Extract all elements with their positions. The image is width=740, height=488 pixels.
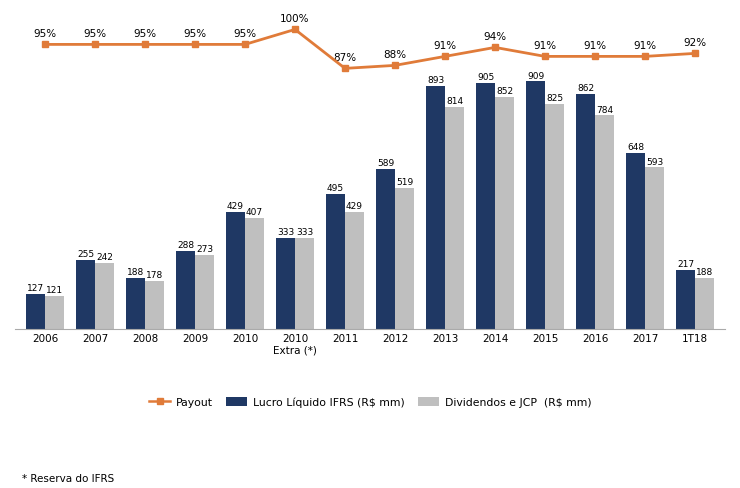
Bar bbox=[476, 83, 495, 329]
Bar bbox=[626, 153, 645, 329]
Text: 178: 178 bbox=[146, 270, 163, 279]
Text: 519: 519 bbox=[396, 177, 413, 186]
Text: * Reserva do IFRS: * Reserva do IFRS bbox=[22, 473, 115, 483]
Bar bbox=[595, 116, 614, 329]
Text: 95%: 95% bbox=[233, 28, 257, 39]
Text: 784: 784 bbox=[596, 105, 613, 114]
Bar bbox=[245, 219, 264, 329]
Text: 88%: 88% bbox=[383, 49, 406, 60]
Text: 905: 905 bbox=[477, 73, 494, 81]
Text: 188: 188 bbox=[696, 267, 713, 276]
Bar bbox=[445, 108, 464, 329]
Bar bbox=[426, 87, 445, 329]
Text: 862: 862 bbox=[577, 84, 594, 93]
Text: 87%: 87% bbox=[334, 52, 357, 62]
Bar bbox=[676, 270, 695, 329]
Bar bbox=[395, 188, 414, 329]
Text: 333: 333 bbox=[296, 228, 313, 237]
Bar bbox=[576, 95, 595, 329]
Text: 407: 407 bbox=[246, 208, 263, 217]
Text: 95%: 95% bbox=[84, 28, 107, 39]
Text: 273: 273 bbox=[196, 244, 213, 253]
Text: 127: 127 bbox=[27, 284, 44, 293]
Text: 909: 909 bbox=[527, 71, 544, 81]
Text: 852: 852 bbox=[496, 87, 513, 96]
Bar bbox=[45, 296, 64, 329]
Text: 648: 648 bbox=[627, 142, 644, 151]
Text: 814: 814 bbox=[446, 97, 463, 106]
Text: 255: 255 bbox=[77, 249, 94, 258]
Text: 429: 429 bbox=[346, 202, 363, 211]
Text: 121: 121 bbox=[46, 285, 63, 295]
Text: 333: 333 bbox=[277, 228, 294, 237]
Text: 91%: 91% bbox=[583, 41, 607, 50]
Bar bbox=[376, 169, 395, 329]
Bar bbox=[95, 264, 114, 329]
Bar bbox=[145, 281, 164, 329]
Legend: Payout, Lucro Líquido IFRS (R$ mm), Dividendos e JCP  (R$ mm): Payout, Lucro Líquido IFRS (R$ mm), Divi… bbox=[144, 392, 596, 411]
Bar bbox=[645, 168, 664, 329]
Bar bbox=[126, 278, 145, 329]
Text: 893: 893 bbox=[427, 76, 444, 85]
Text: 288: 288 bbox=[177, 240, 194, 249]
Text: 95%: 95% bbox=[133, 28, 157, 39]
Bar bbox=[545, 105, 564, 329]
Text: 593: 593 bbox=[646, 157, 663, 166]
Text: 242: 242 bbox=[96, 253, 113, 262]
Text: 91%: 91% bbox=[534, 41, 556, 50]
Text: 94%: 94% bbox=[483, 32, 507, 41]
Text: 91%: 91% bbox=[434, 41, 457, 50]
Text: 495: 495 bbox=[327, 184, 344, 193]
Bar bbox=[695, 278, 714, 329]
Text: 100%: 100% bbox=[280, 14, 310, 23]
Bar bbox=[76, 260, 95, 329]
Text: 217: 217 bbox=[677, 260, 694, 268]
Bar bbox=[345, 213, 364, 329]
Bar bbox=[26, 295, 45, 329]
Bar bbox=[295, 239, 314, 329]
Text: 95%: 95% bbox=[184, 28, 206, 39]
Bar bbox=[276, 239, 295, 329]
Text: 589: 589 bbox=[377, 158, 394, 167]
Bar bbox=[495, 98, 514, 329]
Text: 825: 825 bbox=[546, 94, 563, 103]
Text: 188: 188 bbox=[127, 267, 144, 276]
Bar bbox=[176, 251, 195, 329]
Text: 95%: 95% bbox=[33, 28, 56, 39]
Bar bbox=[195, 255, 214, 329]
Text: 91%: 91% bbox=[633, 41, 656, 50]
Text: 92%: 92% bbox=[684, 38, 707, 47]
Text: 429: 429 bbox=[227, 202, 244, 211]
Bar bbox=[326, 195, 345, 329]
Bar bbox=[526, 82, 545, 329]
Bar bbox=[226, 213, 245, 329]
